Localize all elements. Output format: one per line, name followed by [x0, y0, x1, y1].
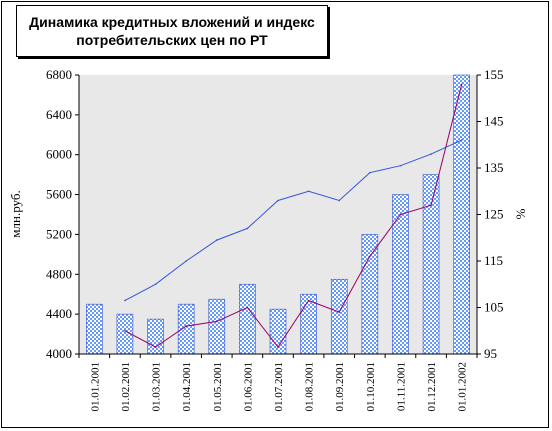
y-right-tick-label-4: 135 — [484, 160, 504, 175]
chart-title: Динамика кредитных вложений и индекс пот… — [16, 5, 328, 57]
chart-title-line-2: потребительских цен по РТ — [76, 32, 268, 48]
line-point-0-1 — [124, 299, 126, 302]
bar-9 — [361, 234, 379, 355]
line-point-1-2 — [154, 346, 157, 348]
y-left-tick-label-2: 4800 — [46, 266, 72, 281]
bar-series — [86, 74, 470, 355]
y-left-tick-label-3: 5200 — [46, 226, 72, 241]
bar-8 — [330, 278, 348, 355]
bar-7 — [300, 293, 317, 355]
x-tick-label-8: 01.09.2001 — [334, 362, 346, 412]
line-point-1-11 — [430, 204, 432, 206]
y-left-tick-label-0: 4000 — [46, 346, 72, 361]
line-series-1 — [124, 84, 463, 348]
y-right-tick-label-5: 145 — [484, 114, 504, 129]
x-tick-label-2: 01.03.2001 — [151, 362, 163, 412]
line-point-0-8 — [338, 199, 341, 202]
line-point-1-10 — [399, 213, 402, 216]
x-tick-label-3: 01.04.2001 — [181, 362, 193, 412]
y-right-axis-title: % — [513, 208, 528, 219]
bar-2 — [147, 318, 164, 355]
line-point-0-11 — [430, 153, 432, 155]
bar-3 — [177, 303, 195, 355]
line-point-1-12 — [460, 83, 463, 86]
x-tick-label-4: 01.05.2001 — [212, 362, 224, 412]
bar-10 — [392, 194, 409, 355]
line-point-1-8 — [338, 311, 341, 313]
line-point-0-6 — [277, 199, 279, 202]
line-point-1-9 — [369, 255, 371, 258]
chart-title-line-1: Динамика кредитных вложений и индекс — [29, 14, 315, 30]
line-point-1-3 — [185, 325, 187, 327]
x-tick-label-7: 01.08.2001 — [304, 362, 316, 412]
y-right-tick-label-0: 95 — [484, 346, 497, 361]
line-series-0 — [124, 139, 462, 301]
y-left-tick-label-5: 6000 — [46, 147, 72, 162]
x-tick-label-6: 01.07.2001 — [273, 362, 285, 412]
bar-11 — [422, 174, 440, 355]
line-point-1-4 — [215, 320, 218, 323]
bar-4 — [208, 298, 226, 355]
x-tick-label-1: 01.02.2001 — [120, 362, 132, 412]
line-point-0-12 — [460, 139, 463, 141]
plot-area — [79, 75, 477, 354]
line-series — [124, 83, 463, 348]
bar-5 — [239, 283, 256, 355]
y-right-tick-label-6: 155 — [484, 67, 504, 82]
line-point-0-7 — [307, 190, 310, 193]
line-point-1-1 — [124, 329, 126, 332]
y-left-axis-title: млн.руб. — [8, 190, 23, 237]
axes: 4000 4400 4800 5200 5600 6000 6400 6800 95 105 115… — [46, 67, 504, 412]
line-point-1-6 — [277, 346, 279, 348]
bar-0 — [86, 303, 103, 355]
line-point-0-4 — [215, 239, 218, 241]
line-point-1-5 — [246, 306, 249, 309]
x-tick-label-5: 01.06.2001 — [242, 362, 254, 412]
line-point-0-10 — [399, 164, 402, 167]
bar-12 — [453, 74, 470, 355]
line-point-0-3 — [185, 260, 187, 262]
line-point-1-7 — [307, 299, 310, 302]
y-left-tick-label-7: 6800 — [46, 67, 72, 82]
y-right-tick-label-1: 105 — [484, 300, 504, 315]
x-tick-label-10: 01.11.2001 — [395, 362, 407, 411]
y-left-tick-label-1: 4400 — [46, 306, 72, 321]
x-tick-label-0: 01.01.2001 — [89, 362, 101, 412]
x-tick-label-11: 01.12.2001 — [426, 362, 438, 412]
y-left-tick-label-4: 5600 — [46, 187, 72, 202]
y-right-tick-label-3: 125 — [484, 207, 504, 222]
x-tick-label-9: 01.10.2001 — [365, 362, 377, 412]
y-left-tick-label-6: 6400 — [46, 107, 72, 122]
y-right-tick-label-2: 115 — [484, 253, 503, 268]
line-point-0-9 — [369, 171, 371, 174]
line-point-0-5 — [246, 227, 249, 230]
x-tick-label-12: 01.01.2002 — [457, 362, 469, 412]
line-point-0-2 — [154, 283, 157, 286]
